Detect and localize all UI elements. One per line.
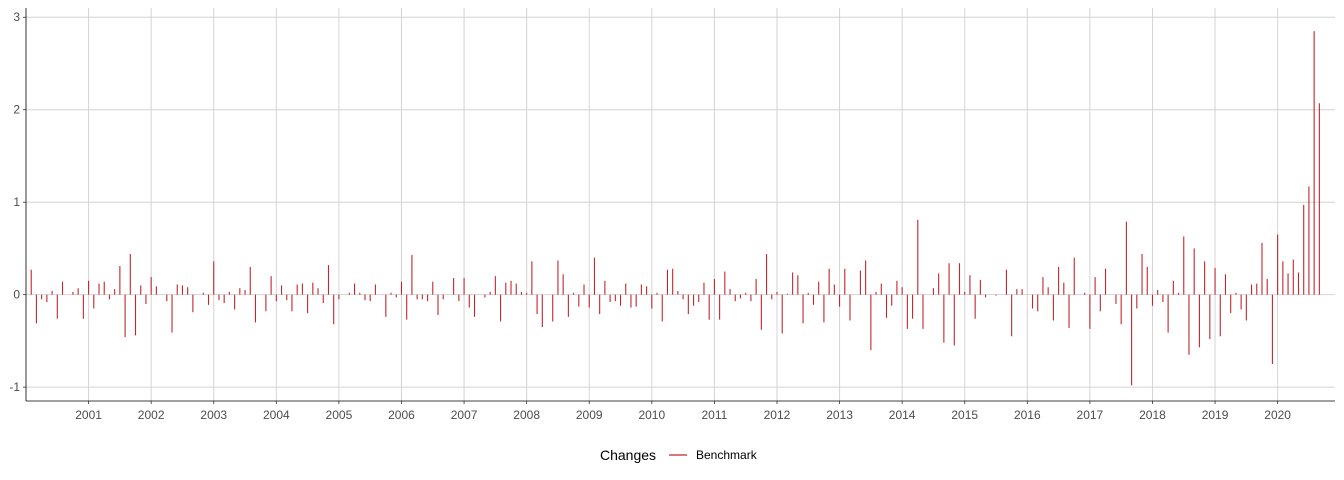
x-tick-label: 2019	[1202, 408, 1229, 422]
y-axis-ticks: -1 0 1 2 3	[9, 10, 26, 394]
x-tick-label: 2006	[388, 408, 415, 422]
x-axis-ticks: 2001 2002 2003 2004 2005 2006 2007 2008 2009 2010…	[75, 401, 1291, 422]
x-tick-label: 2005	[326, 408, 353, 422]
y-tick-label: 3	[13, 10, 20, 24]
x-tick-label: 2001	[75, 408, 102, 422]
y-tick-label: 0	[13, 288, 20, 302]
x-tick-label: 2003	[200, 408, 227, 422]
x-tick-label: 2002	[138, 408, 165, 422]
x-tick-label: 2010	[638, 408, 665, 422]
horizontal-gridlines	[26, 16, 1335, 388]
legend: Changes Benchmark	[600, 447, 758, 463]
x-tick-label: 2014	[889, 408, 916, 422]
x-tick-label: 2013	[826, 408, 853, 422]
y-tick-label: -1	[9, 380, 20, 394]
x-tick-label: 2018	[1139, 408, 1166, 422]
x-tick-label: 2016	[1014, 408, 1041, 422]
x-tick-label: 2007	[451, 408, 478, 422]
x-tick-label: 2015	[951, 408, 978, 422]
x-tick-label: 2004	[263, 408, 290, 422]
x-tick-label: 2008	[513, 408, 540, 422]
vertical-gridlines	[88, 8, 1279, 401]
legend-entry-benchmark: Benchmark	[696, 448, 758, 462]
y-tick-label: 1	[13, 195, 20, 209]
benchmark-series	[30, 31, 1320, 386]
legend-title: Changes	[600, 447, 656, 463]
x-tick-label: 2011	[701, 408, 727, 422]
x-tick-label: 2012	[764, 408, 791, 422]
y-tick-label: 2	[13, 103, 20, 117]
x-tick-label: 2020	[1264, 408, 1291, 422]
x-tick-label: 2017	[1077, 408, 1104, 422]
x-tick-label: 2009	[576, 408, 603, 422]
